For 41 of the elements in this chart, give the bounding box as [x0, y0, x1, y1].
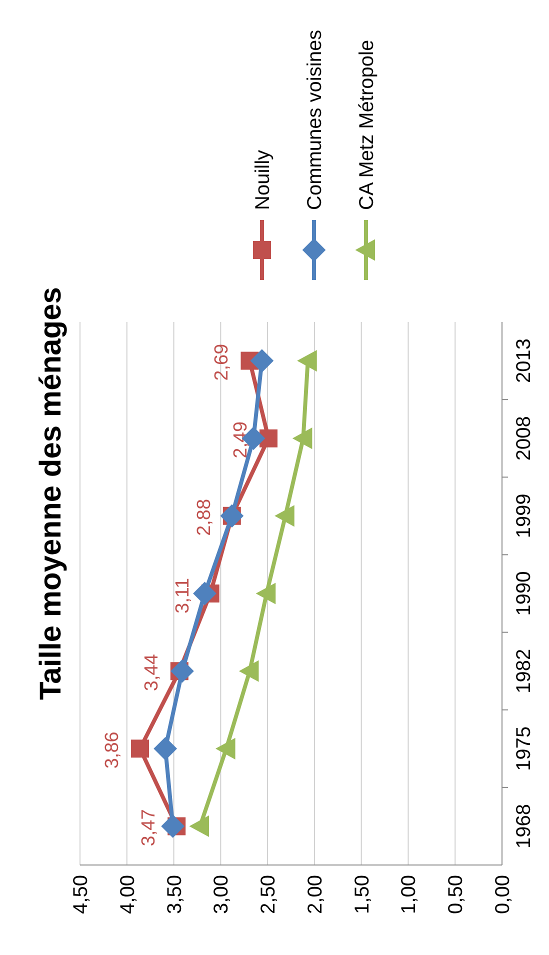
x-tick-label: 4,00 [116, 875, 139, 914]
x-tick-label: 4,50 [70, 875, 92, 914]
text: Nouilly [252, 150, 274, 210]
data-label: 3,47 [138, 809, 160, 846]
data-label: 3,86 [102, 732, 124, 769]
y-tick-label: 2013 [513, 338, 535, 384]
point [274, 505, 294, 527]
point [292, 428, 312, 450]
point [256, 582, 276, 604]
point [189, 815, 210, 838]
x-tick-label: 1,00 [398, 875, 420, 914]
y-tick-label: 1999 [513, 494, 535, 538]
x-tick-label: 2,50 [258, 875, 280, 914]
point [154, 736, 178, 760]
y-tick-label: 2008 [513, 416, 535, 461]
text: Communes voisines [304, 30, 326, 210]
y-tick-label: 1968 [513, 804, 535, 848]
data-label: 2,88 [194, 498, 215, 536]
y-tick-label: 1975 [513, 726, 535, 771]
x-tick-label: 2,00 [304, 875, 326, 914]
y-tick-label: 1990 [513, 571, 535, 616]
text: CA Metz Métropole [356, 40, 378, 210]
data-label: 3,11 [172, 578, 194, 614]
point [161, 814, 185, 838]
text: Taille moyenne des ménages [34, 287, 68, 700]
x-tick-label: 0,00 [492, 875, 514, 914]
data-label: 3,44 [141, 654, 162, 692]
point [250, 349, 274, 372]
point [238, 660, 259, 682]
point [215, 738, 236, 760]
data-label: 2,69 [212, 344, 233, 381]
x-tick-label: 1,50 [351, 875, 374, 914]
x-tick-label: 3,00 [210, 875, 233, 914]
point [170, 659, 194, 683]
data-label: 2,49 [230, 421, 252, 458]
x-tick-label: 3,50 [164, 875, 186, 914]
x-tick-label: 0,50 [445, 875, 468, 914]
point [131, 740, 150, 758]
y-tick-label: 1982 [513, 648, 535, 694]
point [297, 350, 317, 372]
point [193, 582, 216, 606]
